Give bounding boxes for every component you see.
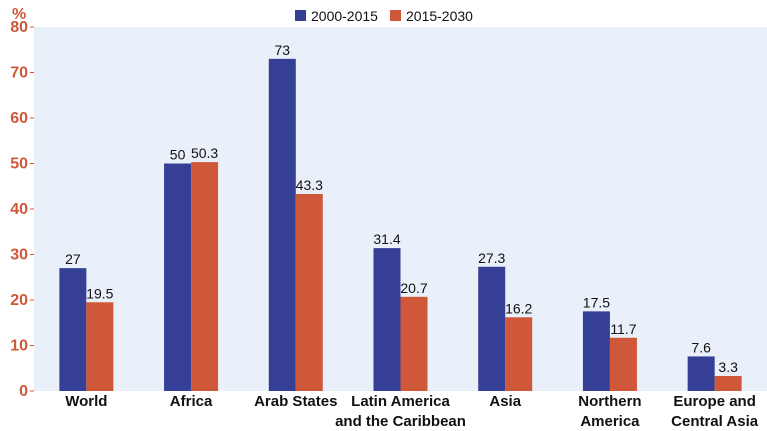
- bar: [295, 193, 323, 391]
- category-label: Arab States: [254, 393, 337, 410]
- bar-value-label: 27.3: [478, 250, 505, 266]
- legend-swatch: [295, 10, 306, 21]
- y-axis: 0 10 20 30 40 50 60 70 80: [10, 19, 34, 400]
- bar: [373, 248, 401, 391]
- y-axis-label: %: [12, 6, 26, 23]
- category-label: World: [65, 393, 107, 410]
- category-label: Central Asia: [671, 413, 759, 430]
- bar-value-label: 3.3: [718, 359, 738, 375]
- y-tick-label: 30: [10, 247, 28, 264]
- bar-value-label: 11.7: [610, 321, 636, 337]
- bar-value-label: 16.2: [505, 300, 532, 316]
- category-label: Northern: [578, 393, 641, 410]
- bar-value-label: 27: [65, 251, 81, 267]
- category-label: and the Caribbean: [335, 413, 466, 430]
- legend-swatch: [390, 10, 401, 21]
- legend-label: 2000-2015: [311, 8, 378, 24]
- y-tick-label: 60: [10, 110, 28, 127]
- bar: [505, 317, 533, 391]
- category-label: Asia: [489, 393, 521, 410]
- category-label: America: [580, 413, 640, 430]
- bar-value-label: 20.7: [400, 280, 427, 296]
- value-labels: 27 19.5 50 50.3 73 43.3 31.4 20.7 27.3 16.2 17.511…: [65, 42, 738, 375]
- bar-value-label: 43.3: [296, 177, 323, 193]
- y-tick-label: 80: [10, 19, 28, 36]
- bar: [268, 58, 296, 391]
- bar: [582, 311, 610, 391]
- y-tick-label: 70: [10, 65, 28, 82]
- category-label: Europe and: [673, 393, 756, 410]
- bars: [59, 58, 742, 391]
- bar-value-label: 19.5: [86, 285, 113, 301]
- y-tick-label: 50: [10, 156, 28, 173]
- bar-value-label: 7.6: [691, 339, 711, 355]
- y-tick-label: 20: [10, 292, 28, 309]
- bar: [714, 375, 742, 391]
- category-labels: World Africa Arab States Latin America and t…: [65, 393, 759, 430]
- category-label: Latin America: [351, 393, 450, 410]
- bar-value-label: 17.5: [583, 294, 610, 310]
- bar: [86, 302, 114, 391]
- bar-value-label: 31.4: [373, 231, 400, 247]
- y-tick-label: 40: [10, 201, 28, 218]
- bar-value-label: 50: [170, 147, 186, 163]
- y-tick-label: 0: [19, 383, 28, 400]
- bar-value-label: 73: [274, 42, 290, 58]
- y-tick-label: 10: [10, 338, 28, 355]
- bar: [59, 268, 87, 391]
- bar-value-label: 50.3: [191, 145, 218, 161]
- legend: 2000-2015 2015-2030: [295, 8, 473, 24]
- bar: [687, 356, 715, 391]
- bar: [400, 296, 428, 391]
- legend-label: 2015-2030: [406, 8, 473, 24]
- bar: [609, 337, 637, 391]
- bar: [164, 163, 192, 391]
- bar: [191, 162, 219, 391]
- bar: [478, 266, 506, 391]
- category-label: Africa: [170, 393, 213, 410]
